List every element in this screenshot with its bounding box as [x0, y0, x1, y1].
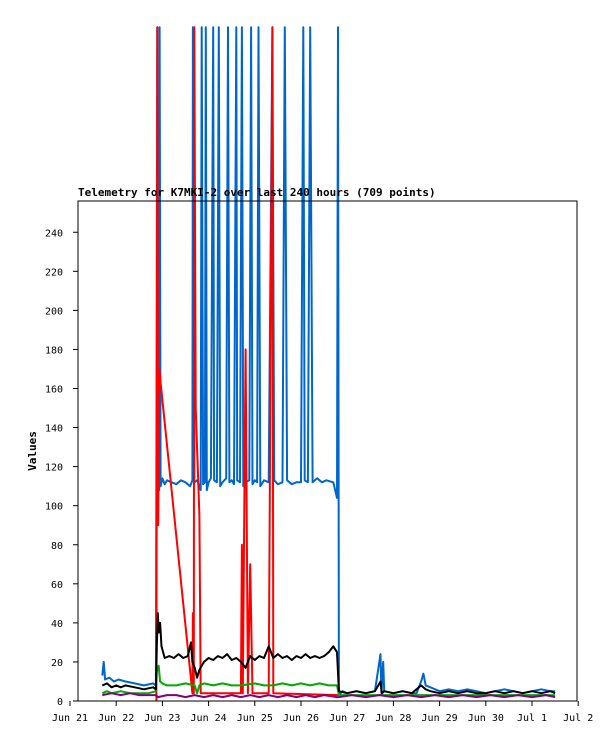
y-tick-label: 140 [45, 424, 63, 435]
y-tick-label: 100 [45, 502, 63, 513]
series-line-2 [155, 26, 339, 702]
series-line-5 [102, 692, 556, 699]
series-line-1 [101, 26, 556, 697]
x-tick-label: Jun 22 [98, 713, 134, 724]
x-tick-label: Jun 27 [329, 713, 365, 724]
y-tick-label: 40 [51, 619, 63, 630]
x-tick-label: Jul 2 [563, 713, 593, 724]
x-tick-label: Jun 30 [468, 713, 504, 724]
x-tick-label: Jun 25 [237, 713, 273, 724]
y-tick-label: 160 [45, 385, 63, 396]
chart-title: Telemetry for K7MKI-2 over last 240 hour… [78, 186, 436, 199]
y-axis-label: Values [26, 431, 39, 471]
x-tick-label: Jun 26 [283, 713, 319, 724]
y-tick-label: 200 [45, 306, 63, 317]
y-tick-label: 120 [45, 463, 63, 474]
x-tick-label: Jun 28 [375, 713, 411, 724]
y-tick-label: 60 [51, 580, 63, 591]
y-tick-label: 240 [45, 228, 63, 239]
y-tick-label: 180 [45, 345, 63, 356]
x-tick-label: Jul 1 [517, 713, 547, 724]
x-tick-label: Jun 23 [144, 713, 180, 724]
y-tick-label: 80 [51, 541, 63, 552]
x-tick-label: Jun 21 [52, 713, 88, 724]
y-tick-label: 0 [57, 697, 63, 708]
x-tick-label: Jun 24 [191, 713, 227, 724]
y-axis: 0 20 40 60 80 100 120 140 160 180 200 220 240 [45, 228, 78, 708]
plot-frame [77, 200, 578, 702]
x-tick-label: Jun 29 [422, 713, 458, 724]
y-tick-label: 20 [51, 658, 63, 669]
x-axis: Jun 21 Jun 22 Jun 23 Jun 24 Jun 25 Jun 26 Jun … [52, 701, 593, 724]
series-line-3 [101, 664, 556, 697]
series-line-4 [101, 612, 556, 695]
y-tick-label: 220 [45, 267, 63, 278]
series-layer [101, 26, 556, 702]
